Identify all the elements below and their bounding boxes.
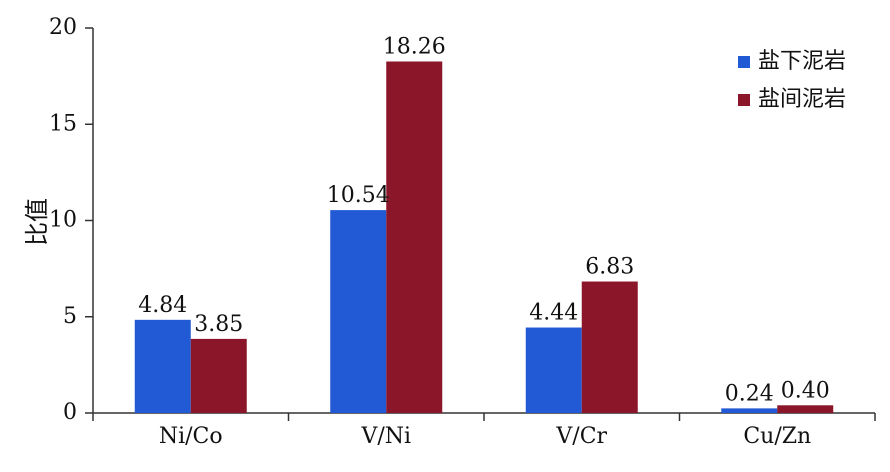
x-tick-label: V/Cr xyxy=(555,424,607,449)
legend-swatch xyxy=(738,94,750,106)
y-tick-label: 0 xyxy=(63,400,77,425)
y-tick-label: 15 xyxy=(49,111,77,136)
bar xyxy=(581,281,638,413)
bar xyxy=(777,405,834,413)
y-axis: 0 5 10 15 20 xyxy=(49,15,94,425)
bar xyxy=(721,408,778,413)
y-tick-label: 5 xyxy=(63,304,77,329)
x-axis: Ni/Co V/Ni V/Cr Cu/Zn xyxy=(92,412,876,449)
bar-value-label: 6.83 xyxy=(585,255,634,280)
x-tick-label: V/Ni xyxy=(360,424,411,449)
bar xyxy=(190,338,247,413)
bars xyxy=(134,61,834,414)
y-axis-label: 比值 xyxy=(23,198,51,246)
legend-label: 盐间泥岩 xyxy=(758,87,846,112)
bar-value-label: 0.40 xyxy=(781,378,830,403)
x-tick-label: Ni/Co xyxy=(159,424,223,449)
y-tick-label: 20 xyxy=(49,15,77,40)
bar-value-label: 10.54 xyxy=(327,183,390,208)
legend-swatch xyxy=(738,56,750,68)
y-tick-label: 10 xyxy=(49,208,77,233)
bar-value-label: 4.84 xyxy=(138,293,187,318)
bar xyxy=(386,61,443,414)
x-tick-label: Cu/Zn xyxy=(743,424,811,449)
bar-value-label: 3.85 xyxy=(194,312,243,337)
data-labels: 4.84 10.54 4.44 0.24 3.85 18.26 6.83 0.40 xyxy=(138,34,829,406)
bar xyxy=(330,210,387,413)
bar xyxy=(134,319,191,413)
legend-label: 盐下泥岩 xyxy=(758,49,846,74)
bar xyxy=(525,327,582,413)
bar-value-label: 0.24 xyxy=(725,381,774,406)
bar-value-label: 4.44 xyxy=(529,301,578,326)
bar-value-label: 18.26 xyxy=(383,34,446,59)
